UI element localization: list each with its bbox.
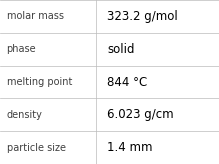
Text: particle size: particle size — [7, 143, 65, 153]
Text: molar mass: molar mass — [7, 11, 64, 21]
Text: solid: solid — [107, 43, 135, 56]
Text: phase: phase — [7, 44, 36, 54]
Text: melting point: melting point — [7, 77, 72, 87]
Text: 844 °C: 844 °C — [107, 75, 148, 89]
Text: 323.2 g/mol: 323.2 g/mol — [107, 10, 178, 23]
Text: density: density — [7, 110, 42, 120]
Text: 6.023 g/cm: 6.023 g/cm — [107, 108, 174, 121]
Text: 1.4 mm: 1.4 mm — [107, 141, 153, 154]
